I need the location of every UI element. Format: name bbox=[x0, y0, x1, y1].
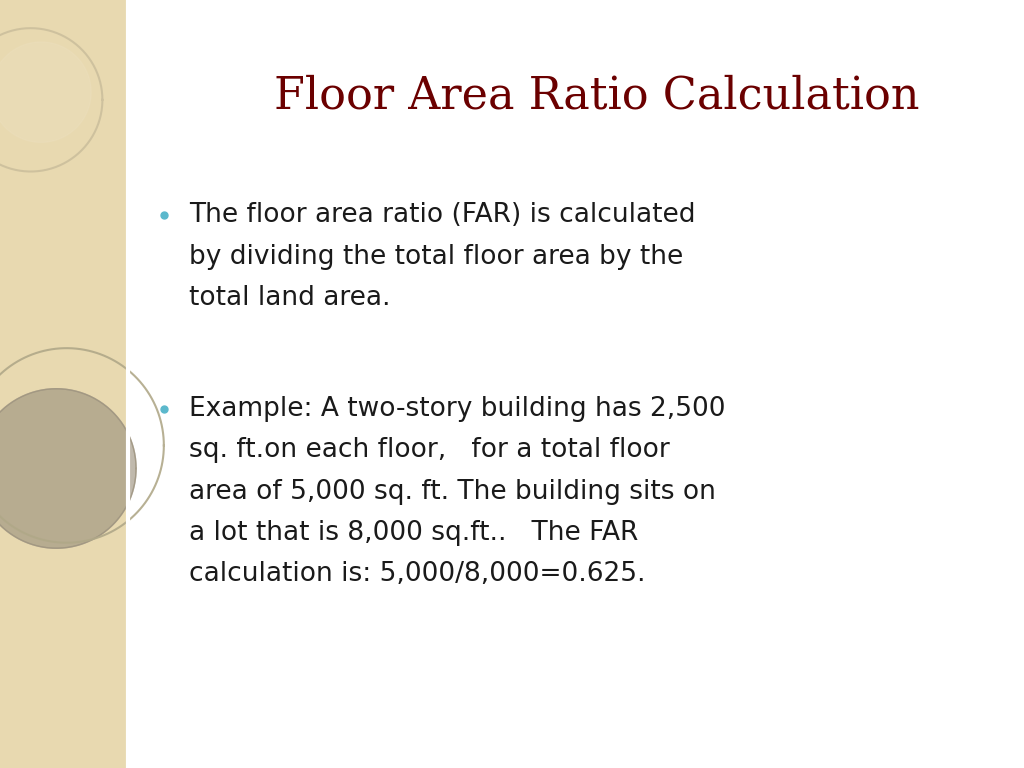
Text: sq. ft.on each floor,   for a total floor: sq. ft.on each floor, for a total floor bbox=[189, 437, 670, 463]
Text: area of 5,000 sq. ft. The building sits on: area of 5,000 sq. ft. The building sits … bbox=[189, 478, 717, 505]
Text: The floor area ratio (FAR) is calculated: The floor area ratio (FAR) is calculated bbox=[189, 202, 696, 228]
Text: total land area.: total land area. bbox=[189, 285, 391, 311]
Bar bbox=[0, 0, 128, 768]
Polygon shape bbox=[0, 389, 136, 548]
Text: Floor Area Ratio Calculation: Floor Area Ratio Calculation bbox=[273, 74, 920, 118]
Polygon shape bbox=[0, 42, 91, 142]
Text: by dividing the total floor area by the: by dividing the total floor area by the bbox=[189, 243, 684, 270]
Text: a lot that is 8,000 sq.ft..   The FAR: a lot that is 8,000 sq.ft.. The FAR bbox=[189, 520, 639, 546]
Text: Example: A two-story building has 2,500: Example: A two-story building has 2,500 bbox=[189, 396, 726, 422]
Text: calculation is: 5,000/8,000=0.625.: calculation is: 5,000/8,000=0.625. bbox=[189, 561, 646, 588]
